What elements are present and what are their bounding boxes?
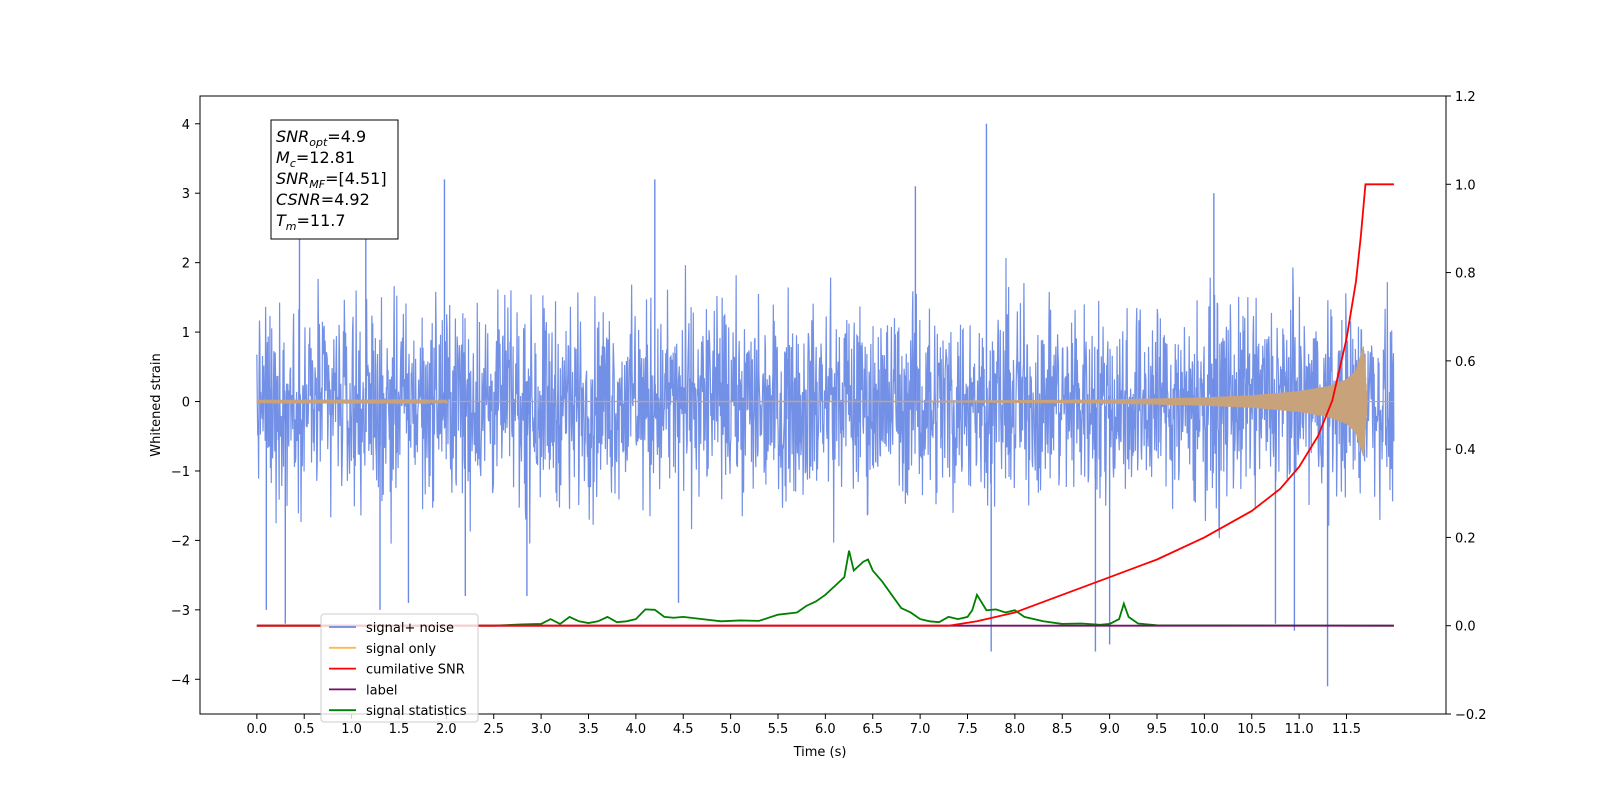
y2-tick-label: 0.2	[1455, 531, 1476, 546]
legend-label: cumilative SNR	[366, 663, 465, 678]
y-tick-label: 3	[182, 187, 190, 202]
y-tick-label: −1	[171, 465, 190, 480]
y-axis-ticks: 4 3 2 1 0 −1 −2 −3 −4	[171, 118, 200, 688]
annotation-line: SNRopt=4.9	[276, 127, 366, 149]
y2-axis-ticks: 1.2 1.0 0.8 0.6 0.4 0.2 0.0 −0.2	[1446, 90, 1487, 723]
annotation-frame	[270, 119, 399, 240]
x-tick-label: 4.5	[673, 722, 694, 737]
y2-tick-label: 0.0	[1455, 620, 1476, 635]
y-axis-label: Whitened strain	[149, 353, 164, 456]
y2-tick-label: 1.2	[1455, 90, 1476, 105]
x-tick-label: 6.0	[815, 722, 836, 737]
x-tick-label: 9.5	[1147, 722, 1168, 737]
y-tick-label: −4	[171, 673, 190, 688]
y-tick-label: 4	[182, 118, 190, 133]
x-tick-label: 11.0	[1285, 722, 1314, 737]
x-tick-label: 11.5	[1332, 722, 1361, 737]
series-signal-statistics	[256, 550, 1394, 627]
series-signal-only	[256, 346, 1394, 456]
legend: signal+ noise signal only cumilative SNR la…	[320, 613, 479, 723]
annotation-line: CSNR=4.92	[276, 190, 370, 209]
x-tick-label: 4.0	[626, 722, 647, 737]
x-tick-label: 3.5	[578, 722, 599, 737]
x-tick-label: 2.5	[483, 722, 504, 737]
y2-tick-label: 0.6	[1455, 355, 1476, 370]
x-tick-label: 7.5	[957, 722, 978, 737]
plot-frame	[199, 95, 1447, 715]
plot-layer	[256, 123, 1395, 687]
y-tick-label: −3	[171, 604, 190, 619]
x-tick-label: 0.0	[247, 722, 268, 737]
y2-tick-label: 0.4	[1455, 443, 1476, 458]
x-axis-label: Time (s)	[793, 745, 847, 760]
annotation-line: Mc=12.81	[276, 148, 355, 170]
y2-tick-label: 0.8	[1455, 267, 1476, 282]
x-tick-label: 8.0	[1005, 722, 1026, 737]
annotation-line: Tm=11.7	[276, 211, 346, 233]
x-tick-label: 8.5	[1052, 722, 1073, 737]
x-tick-label: 7.0	[910, 722, 931, 737]
y-tick-label: 0	[182, 396, 190, 411]
y-tick-label: 1	[182, 326, 190, 341]
x-tick-label: 10.0	[1190, 722, 1219, 737]
x-tick-label: 1.5	[389, 722, 410, 737]
y2-tick-label: −0.2	[1455, 708, 1487, 723]
x-tick-label: 10.5	[1237, 722, 1266, 737]
legend-frame	[320, 613, 479, 723]
x-tick-label: 1.0	[341, 722, 362, 737]
x-tick-label: 6.5	[862, 722, 883, 737]
x-axis-ticks: 0.0 0.5 1.0 1.5 2.0 2.5 3.0 3.5 4.0 4.5 5.0 5.5 6.0 6…	[247, 714, 1361, 737]
annotation-line: SNRMF=[4.51]	[276, 169, 387, 191]
series-cumilative-snr	[256, 183, 1394, 627]
x-tick-label: 5.0	[720, 722, 741, 737]
legend-label: label	[366, 683, 397, 698]
x-tick-label: 0.5	[294, 722, 315, 737]
x-tick-label: 5.5	[768, 722, 789, 737]
legend-label: signal statistics	[366, 704, 467, 719]
x-tick-label: 9.0	[1099, 722, 1120, 737]
y-tick-label: −2	[171, 534, 190, 549]
legend-label: signal+ noise	[366, 621, 454, 636]
x-tick-label: 3.0	[531, 722, 552, 737]
legend-label: signal only	[366, 642, 436, 657]
y2-tick-label: 1.0	[1455, 178, 1476, 193]
y-tick-label: 2	[182, 257, 190, 272]
x-tick-label: 2.0	[436, 722, 457, 737]
